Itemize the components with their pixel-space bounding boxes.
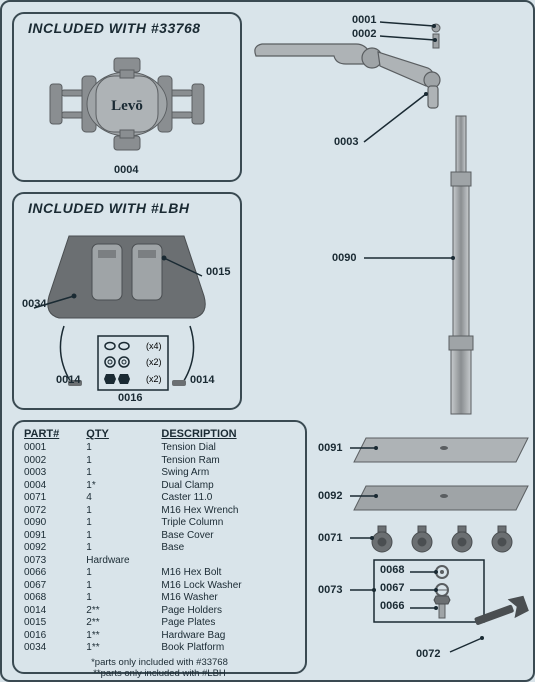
table-cell-part: 0015 — [24, 617, 86, 630]
callout-0004: 0004 — [114, 164, 138, 176]
table-cell-part: 0091 — [24, 530, 86, 543]
hw-qty-2: (x2) — [146, 374, 162, 384]
table-cell-part: 0066 — [24, 567, 86, 580]
table-cell-qty: 1 — [86, 542, 161, 555]
callout-0072: 0072 — [416, 648, 440, 660]
callout-0091: 0091 — [318, 442, 342, 454]
panel-2-title: INCLUDED WITH #LBH — [14, 194, 240, 216]
table-cell-part: 0001 — [24, 442, 86, 455]
th-qty: QTY — [86, 428, 161, 442]
table-cell-part: 0072 — [24, 505, 86, 518]
table-cell-qty: 1* — [86, 480, 161, 493]
panel-included-33768: INCLUDED WITH #33768 Levō — [12, 12, 242, 182]
callout-0015: 0015 — [206, 266, 230, 278]
table-cell-qty: 1 — [86, 442, 161, 455]
table-cell-part: 0092 — [24, 542, 86, 555]
callout-0034: 0034 — [22, 298, 46, 310]
callout-0092: 0092 — [318, 490, 342, 502]
table-cell-part: 0003 — [24, 467, 86, 480]
table-cell-qty: 1** — [86, 630, 161, 643]
callout-0014b: 0014 — [190, 374, 214, 386]
table-cell-qty: 1** — [86, 642, 161, 655]
callout-0001: 0001 — [352, 14, 376, 26]
stand-illustration-wrap: 0001 0002 0003 0090 0091 0092 0071 0073 … — [246, 8, 532, 678]
hw-qty-1: (x2) — [146, 357, 162, 367]
hw-qty-0: (x4) — [146, 341, 162, 351]
table-cell-qty: 4 — [86, 492, 161, 505]
table-cell-part: 0016 — [24, 630, 86, 643]
table-cell-qty: 1 — [86, 530, 161, 543]
table-cell-qty: 1 — [86, 505, 161, 518]
table-cell-qty: 1 — [86, 455, 161, 468]
stand-illustration — [246, 8, 532, 678]
panel-1-title: INCLUDED WITH #33768 — [14, 14, 240, 36]
table-cell-part: 0073 — [24, 555, 86, 568]
table-cell-part: 0067 — [24, 580, 86, 593]
callout-0003: 0003 — [334, 136, 358, 148]
table-cell-qty: 1 — [86, 567, 161, 580]
panel-included-lbh: INCLUDED WITH #LBH (x4) — [12, 192, 242, 410]
callout-0068: 0068 — [380, 564, 404, 576]
th-part: PART# — [24, 428, 86, 442]
table-cell-part: 0014 — [24, 605, 86, 618]
callout-0067: 0067 — [380, 582, 404, 594]
table-cell-qty: 1 — [86, 467, 161, 480]
table-cell-part: 0034 — [24, 642, 86, 655]
table-cell-part: 0002 — [24, 455, 86, 468]
table-cell-part: 0071 — [24, 492, 86, 505]
table-cell-part: 0068 — [24, 592, 86, 605]
callout-0014a: 0014 — [56, 374, 80, 386]
callout-0090: 0090 — [332, 252, 356, 264]
table-cell-part: 0004 — [24, 480, 86, 493]
table-cell-qty: 1 — [86, 517, 161, 530]
table-cell-qty: 2** — [86, 605, 161, 618]
callout-0016: 0016 — [118, 392, 142, 404]
callout-0066: 0066 — [380, 600, 404, 612]
table-cell-part: 0090 — [24, 517, 86, 530]
table-cell-qty: 2** — [86, 617, 161, 630]
page-root: INCLUDED WITH #33768 Levō — [0, 0, 535, 682]
callout-0073: 0073 — [318, 584, 342, 596]
table-cell-qty: 1 — [86, 580, 161, 593]
table-cell-qty: Hardware — [86, 555, 161, 568]
callout-0071: 0071 — [318, 532, 342, 544]
dual-clamp-illustration: Levō — [14, 36, 240, 176]
table-cell-qty: 1 — [86, 592, 161, 605]
brand-label: Levō — [111, 98, 143, 114]
callout-0002: 0002 — [352, 28, 376, 40]
